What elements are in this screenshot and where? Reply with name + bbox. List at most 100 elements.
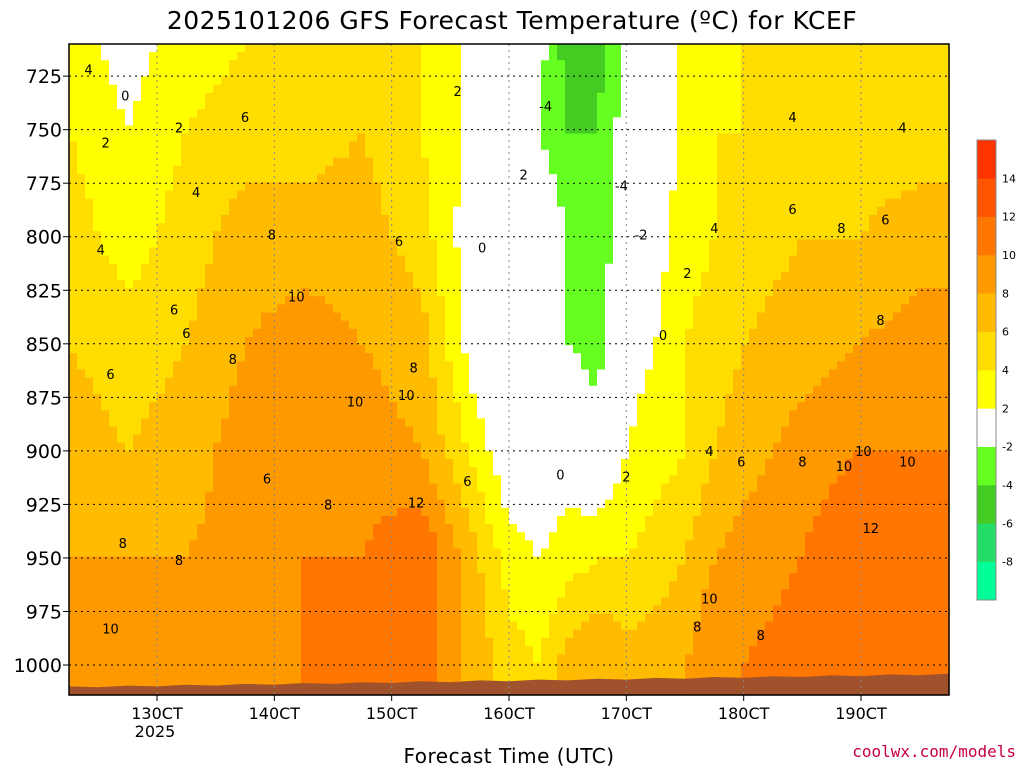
heat-cell <box>85 507 94 517</box>
heat-cell <box>165 255 174 265</box>
heat-cell <box>437 279 446 289</box>
heat-cell <box>373 581 382 590</box>
heat-cell <box>397 353 406 362</box>
heat-cell <box>269 662 278 672</box>
heat-cell <box>445 670 454 680</box>
heat-cell <box>261 638 270 647</box>
heat-cell <box>277 613 286 623</box>
heat-cell <box>413 564 422 574</box>
heat-cell <box>165 271 174 281</box>
heat-cell <box>173 68 182 78</box>
heat-cell <box>157 52 166 61</box>
heat-cell <box>349 100 358 110</box>
heat-cell <box>453 92 462 102</box>
heat-cell <box>269 678 278 688</box>
heat-cell <box>77 654 86 664</box>
heat-cell <box>389 377 398 387</box>
heat-cell <box>157 141 166 151</box>
heat-cell <box>205 304 214 314</box>
heat-cell <box>421 369 430 379</box>
heat-cell <box>549 621 558 631</box>
heat-cell <box>245 223 254 232</box>
heat-cell <box>549 434 558 444</box>
heat-cell <box>133 532 142 541</box>
heat-cell <box>237 345 246 354</box>
heat-cell <box>453 629 462 639</box>
heat-cell <box>221 109 230 118</box>
heat-cell <box>77 540 86 550</box>
heat-cell <box>413 507 422 517</box>
heat-cell <box>541 312 550 322</box>
heat-cell <box>445 410 454 419</box>
heat-cell <box>149 92 158 102</box>
heat-cell <box>277 410 286 419</box>
heat-cell <box>437 450 446 460</box>
heat-cell <box>117 402 126 411</box>
heat-cell <box>157 654 166 664</box>
heat-cell <box>101 353 110 362</box>
heat-cell <box>493 92 502 102</box>
heat-cell <box>461 385 470 395</box>
heat-cell <box>533 556 542 566</box>
heat-cell <box>461 548 470 558</box>
heat-cell <box>429 556 438 566</box>
heat-cell <box>509 255 518 265</box>
heat-cell <box>141 564 150 574</box>
heat-cell <box>565 328 574 338</box>
heat-cell <box>221 223 230 232</box>
heat-cell <box>413 369 422 379</box>
heat-cell <box>517 117 526 126</box>
heat-cell <box>269 157 278 167</box>
heat-cell <box>213 613 222 623</box>
heat-cell <box>509 467 518 476</box>
heat-cell <box>437 100 446 110</box>
heat-cell <box>189 141 198 151</box>
heat-cell <box>533 336 542 346</box>
heat-cell <box>413 589 422 598</box>
heat-cell <box>341 84 350 94</box>
heat-cell <box>93 662 102 672</box>
heat-cell <box>261 288 270 297</box>
heat-cell <box>317 149 326 159</box>
heat-cell <box>365 572 374 582</box>
heat-cell <box>205 52 214 61</box>
heat-cell <box>261 532 270 541</box>
heat-cell <box>181 296 190 305</box>
heat-cell <box>429 572 438 582</box>
heat-cell <box>373 279 382 289</box>
heat-cell <box>245 263 254 273</box>
heat-cell <box>117 223 126 232</box>
heat-cell <box>173 467 182 476</box>
heat-cell <box>453 369 462 379</box>
heat-cell <box>269 198 278 208</box>
heat-cell <box>341 459 350 468</box>
heat-cell <box>85 279 94 289</box>
heat-cell <box>285 540 294 550</box>
heat-cell <box>325 646 334 655</box>
heat-cell <box>493 524 502 533</box>
heat-cell <box>557 109 566 118</box>
heat-cell <box>253 100 262 110</box>
heat-cell <box>533 369 542 379</box>
heat-cell <box>413 109 422 118</box>
heat-cell <box>277 499 286 509</box>
heat-cell <box>237 499 246 509</box>
heat-cell <box>213 434 222 444</box>
heat-cell <box>309 141 318 151</box>
heat-cell <box>397 190 406 200</box>
heat-cell <box>557 198 566 208</box>
heat-cell <box>301 613 310 623</box>
heat-cell <box>165 605 174 615</box>
heat-cell <box>85 467 94 476</box>
heat-cell <box>157 60 166 70</box>
heat-cell <box>373 393 382 403</box>
heat-cell <box>381 459 390 468</box>
heat-cell <box>437 312 446 322</box>
heat-cell <box>157 581 166 590</box>
heat-cell <box>373 597 382 607</box>
heat-cell <box>397 442 406 452</box>
heat-cell <box>373 369 382 379</box>
heat-cell <box>101 475 110 485</box>
heat-cell <box>485 247 494 257</box>
heat-cell <box>405 548 414 558</box>
